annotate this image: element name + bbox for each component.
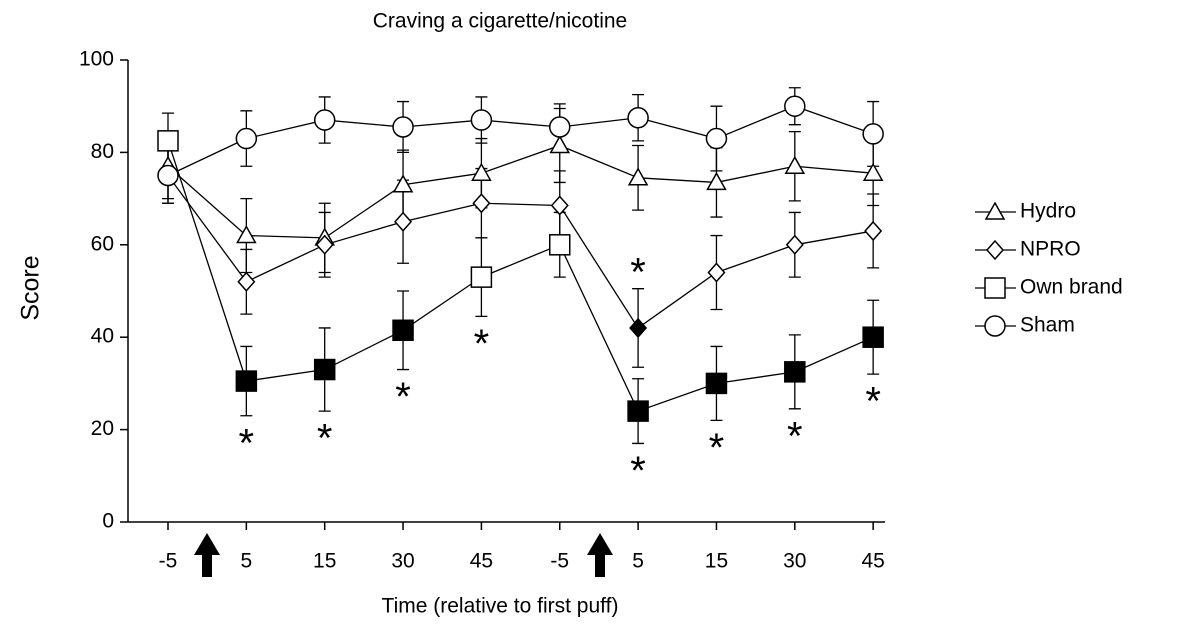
marker	[157, 130, 179, 152]
legend-label: NPRO	[1020, 238, 1081, 261]
x-tick-label: 45	[470, 550, 493, 573]
marker	[549, 116, 571, 138]
significance-asterisk: *	[787, 414, 803, 458]
x-tick-label: -5	[550, 550, 569, 573]
marker	[313, 109, 336, 131]
marker	[157, 164, 179, 187]
marker	[235, 127, 258, 150]
marker	[392, 319, 414, 342]
significance-asterisk: *	[630, 250, 646, 294]
marker	[315, 234, 334, 255]
marker	[392, 116, 414, 138]
marker	[472, 193, 491, 214]
x-tick-label: 15	[313, 550, 336, 573]
series-line	[167, 175, 874, 329]
x-axis-label: Time (relative to first puff)	[382, 595, 619, 618]
marker	[864, 220, 883, 242]
marker	[392, 174, 414, 193]
significance-asterisk: *	[709, 426, 725, 470]
puff-arrow	[587, 533, 613, 577]
significance-asterisk: *	[317, 417, 333, 461]
marker	[235, 370, 258, 392]
significance-asterisk: *	[395, 375, 411, 419]
y-tick-label: 40	[91, 325, 114, 348]
significance-asterisk: *	[474, 322, 490, 366]
marker	[470, 266, 493, 288]
legend-label: Hydro	[1020, 200, 1076, 223]
marker	[549, 234, 571, 256]
x-tick-label: 30	[783, 550, 806, 573]
marker	[706, 171, 727, 191]
series-line	[167, 144, 874, 239]
marker	[705, 127, 728, 150]
puff-arrow	[194, 533, 220, 577]
y-tick-label: 20	[91, 417, 114, 440]
legend-label: Own brand	[1020, 276, 1123, 299]
marker	[984, 277, 1006, 299]
marker	[237, 271, 256, 292]
series-line	[167, 140, 874, 412]
marker	[705, 372, 728, 395]
marker	[862, 326, 884, 348]
y-tick-label: 80	[91, 140, 114, 163]
x-tick-label: 5	[241, 550, 253, 573]
marker	[784, 155, 806, 175]
marker	[394, 211, 413, 232]
marker	[550, 195, 569, 216]
significance-asterisk: *	[630, 449, 646, 493]
significance-asterisk: *	[239, 421, 255, 465]
y-tick-label: 0	[102, 510, 114, 533]
marker	[470, 109, 493, 131]
x-tick-label: 30	[391, 550, 414, 573]
marker	[236, 225, 257, 244]
x-tick-label: -5	[159, 550, 178, 573]
y-tick-label: 60	[91, 232, 114, 255]
y-axis-label: Score	[17, 255, 45, 320]
x-tick-label: 45	[861, 550, 884, 573]
marker	[985, 239, 1005, 261]
legend-label: Sham	[1020, 314, 1075, 337]
marker	[471, 162, 492, 181]
marker	[313, 358, 336, 381]
series-line	[167, 105, 874, 177]
marker	[862, 162, 884, 181]
marker	[627, 400, 649, 422]
marker	[984, 315, 1006, 337]
y-tick-label: 100	[79, 48, 114, 71]
chart-title: Craving a cigarette/nicotine	[373, 10, 627, 33]
marker	[862, 123, 884, 145]
marker	[627, 167, 649, 186]
significance-asterisk: *	[865, 380, 881, 424]
marker	[784, 361, 806, 383]
marker	[629, 317, 648, 339]
marker	[707, 262, 726, 283]
marker	[785, 234, 804, 255]
marker	[984, 201, 1006, 220]
marker	[549, 134, 571, 154]
marker	[627, 107, 649, 129]
marker	[784, 95, 806, 117]
x-tick-label: 15	[705, 550, 728, 573]
x-tick-label: 5	[632, 550, 644, 573]
